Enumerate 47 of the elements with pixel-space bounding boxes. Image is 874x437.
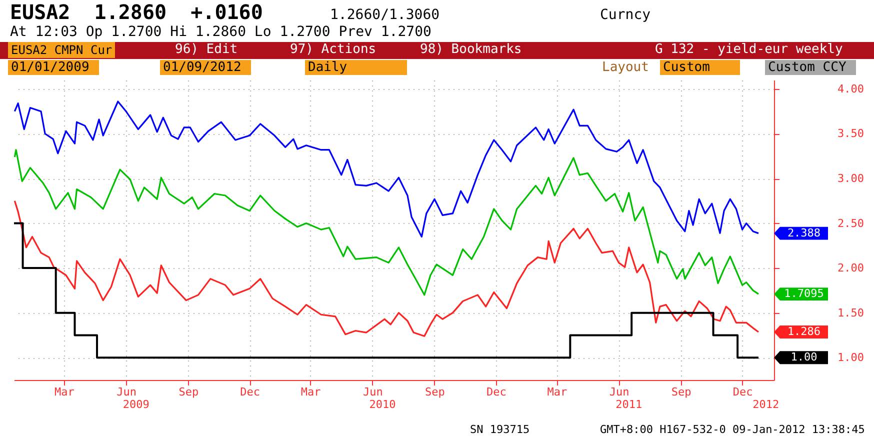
x-tick-label: Jun (609, 386, 630, 398)
y-tick-label: 2.50 (838, 216, 864, 230)
text: SN 193715 (470, 423, 530, 436)
y-tick-label: 4.00 (838, 82, 864, 96)
text: 96) Edit (175, 42, 238, 57)
x2-tick-label: 2010 (369, 398, 396, 411)
text: 01/01/2009 (8, 60, 100, 75)
x2-tick-label: 2012 (752, 398, 780, 411)
y-tick-label: 3.50 (838, 127, 864, 140)
x-tick-label: Jun (362, 386, 383, 398)
x2-tick-label: 2009 (122, 398, 150, 411)
chart-title: EUSA2 1.2860 +.0160 (10, 0, 263, 24)
annotation: 1.00 (790, 350, 818, 364)
x-tick-label: Jun (116, 386, 136, 398)
text: Curncy (600, 7, 651, 23)
text: Daily (305, 60, 408, 75)
y-tick-label: 2.00 (838, 262, 864, 275)
x2-tick-label: 2011 (616, 398, 642, 411)
text: 97) Actions (290, 42, 376, 57)
text: GMT+8:00 H167-532-0 09-Jan-2012 13:38:45 (600, 423, 865, 436)
line-series (14, 100, 760, 238)
y-tick-label: 3.00 (838, 172, 864, 186)
x-tick-label: Mar (54, 386, 75, 398)
text: 98) Bookmarks (420, 42, 522, 57)
chart-subtitle: At 12:03 Op 1.2700 Hi 1.2860 Lo 1.2700 Prev 1.2700 (10, 24, 432, 40)
x-tick-label: Mar (547, 386, 568, 398)
line-series (14, 200, 760, 337)
y-tick-label: 1.00 (838, 351, 864, 364)
x-tick-label: Dec (240, 386, 260, 398)
text: Custom CCY (765, 60, 856, 75)
x-tick-label: Sep (178, 386, 199, 398)
text: EUSA2 CMPN Cur (8, 42, 116, 58)
annotation: 1.7095 (784, 287, 824, 300)
text: Custom (660, 60, 740, 75)
text: 01/09/2012 (160, 60, 252, 75)
y-tick-label: 1.50 (838, 306, 864, 320)
x-tick-label: Sep (425, 386, 445, 398)
line-series (14, 149, 760, 296)
annotation: 1.286 (787, 325, 821, 338)
x-tick-label: Sep (671, 386, 692, 398)
text: Layout (602, 60, 649, 75)
x-tick-label: Dec (732, 386, 753, 398)
text: G 132 - yield-eur weekly (655, 42, 843, 57)
x-tick-label: Dec (486, 386, 506, 398)
annotation: 2.388 (787, 226, 821, 240)
text: 1.2660/1.3060 (330, 7, 440, 23)
x-tick-label: Mar (300, 386, 322, 398)
